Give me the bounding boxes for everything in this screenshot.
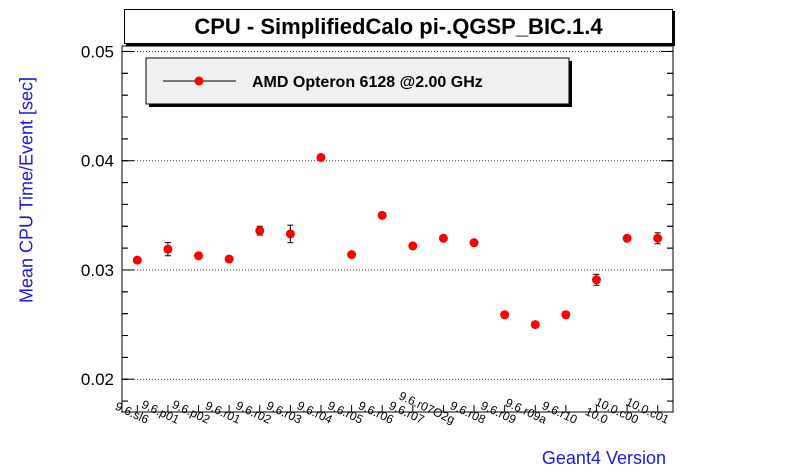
data-point (408, 241, 418, 251)
x-axis-label: Geant4 Version (541, 448, 666, 468)
grid-lines (122, 51, 673, 380)
data-point (224, 254, 234, 264)
data-point (316, 152, 326, 162)
data-point (377, 210, 387, 220)
data-point (132, 255, 142, 265)
data-point (622, 233, 632, 243)
data-point (163, 244, 173, 254)
data-point (561, 310, 571, 320)
plot-frame (121, 45, 674, 413)
y-tick-label: 0.03 (81, 261, 114, 280)
x-tick-label: 9.6.r10 (540, 398, 580, 427)
data-point (591, 275, 601, 285)
x-axis: 9.6.sl69.6.p019.6.p029.6.r019.6.r029.6.r… (113, 389, 672, 427)
data-point (285, 229, 295, 239)
data-point (469, 238, 479, 248)
data-point (438, 233, 448, 243)
y-tick-label: 0.05 (81, 42, 114, 61)
data-point (347, 250, 357, 260)
data-point (530, 320, 540, 330)
chart-title: CPU - SimplifiedCalo pi-.QGSP_BIC.1.4 (124, 9, 673, 44)
y-tick-label: 0.02 (81, 370, 114, 389)
data-point (500, 310, 510, 320)
y-tick-label: 0.04 (81, 152, 114, 171)
data-point (255, 226, 265, 236)
y-axis: 0.02 0.03 0.04 0.05 (81, 42, 673, 402)
data-point (653, 233, 663, 243)
legend: AMD Opteron 6128 @2.00 GHz (145, 57, 572, 107)
data-point (194, 251, 204, 261)
legend-entry: AMD Opteron 6128 @2.00 GHz (252, 74, 483, 91)
legend-marker (194, 76, 204, 86)
data-series (132, 152, 663, 330)
